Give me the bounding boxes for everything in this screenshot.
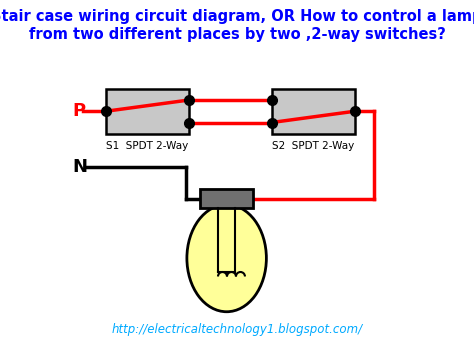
- Bar: [272, 89, 355, 134]
- Bar: [106, 89, 189, 134]
- Text: S2  SPDT 2-Way: S2 SPDT 2-Way: [272, 141, 354, 151]
- Text: from two different places by two ,2-way switches?: from two different places by two ,2-way …: [28, 27, 446, 42]
- Text: S1  SPDT 2-Way: S1 SPDT 2-Way: [106, 141, 188, 151]
- Text: N: N: [73, 158, 88, 176]
- Text: http://electricaltechnology1.blogspot.com/: http://electricaltechnology1.blogspot.co…: [111, 323, 363, 336]
- Text: P: P: [73, 102, 86, 120]
- Bar: [200, 189, 254, 208]
- Ellipse shape: [187, 205, 266, 312]
- Text: Stair case wiring circuit diagram, OR How to control a lamp: Stair case wiring circuit diagram, OR Ho…: [0, 9, 474, 24]
